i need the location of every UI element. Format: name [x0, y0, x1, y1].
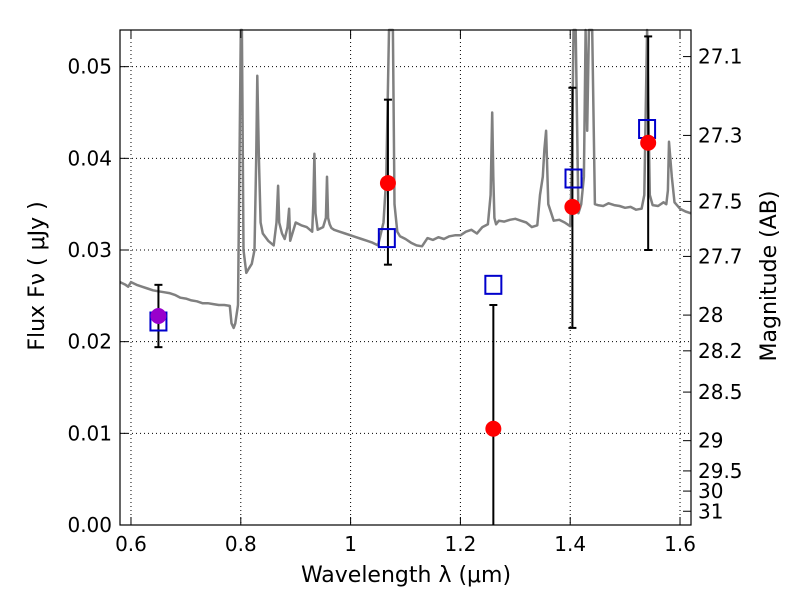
y-right-tick-label: 29.5	[698, 459, 743, 483]
y-axis-label: Flux Fν ( μJy )	[25, 201, 50, 350]
model-point	[564, 168, 583, 189]
y-right-tick-label: 31	[698, 499, 723, 523]
label-layer: Wavelength λ (μm) Flux Fν ( μJy ) Magnit…	[25, 191, 782, 588]
observed-point	[485, 420, 502, 437]
y-right-tick-label: 27.1	[698, 45, 743, 69]
y-tick-label: 0.05	[67, 55, 112, 79]
y-right-tick-label: 27.7	[698, 244, 743, 268]
y-tick-label: 0.04	[67, 146, 112, 170]
x-axis-label: Wavelength λ (μm)	[301, 563, 511, 588]
spectrum-line	[119, 28, 692, 330]
y-tick-label: 0.02	[67, 330, 112, 354]
y-right-tick-label: 28.5	[698, 380, 743, 404]
model-point	[377, 228, 396, 249]
y-right-tick-label: 29	[698, 429, 723, 453]
axis-layer: 0.6 0.8 1 1.2 1.4 1.6 0.00 0.01 0.02 0.03 0.04 0.05…	[67, 29, 743, 556]
observed-point	[379, 175, 396, 192]
x-tick-label: 1.4	[554, 532, 586, 556]
x-tick-label: 0.8	[225, 532, 257, 556]
spectrum-layer	[119, 28, 692, 330]
y-right-tick-label: 27.5	[698, 189, 743, 213]
observed-point	[564, 198, 581, 215]
y-tick-label: 0.00	[67, 513, 112, 537]
y-right-tick-label: 30	[698, 479, 723, 503]
x-tick-label: 1.2	[444, 532, 476, 556]
y-right-tick-label: 28.2	[698, 339, 743, 363]
x-tick-label: 1.6	[664, 532, 696, 556]
y-axis-right-label: Magnitude (AB)	[757, 191, 782, 362]
plot-frame	[119, 29, 692, 526]
observed-point	[150, 308, 167, 324]
observed-point	[640, 134, 657, 151]
model-point	[484, 274, 503, 295]
y-right-tick-label: 28	[698, 303, 723, 327]
obs-layer	[150, 134, 657, 437]
model-layer	[149, 119, 657, 332]
y-tick-label: 0.03	[67, 238, 112, 262]
x-tick-label: 1	[344, 532, 357, 556]
y-tick-label: 0.01	[67, 421, 112, 445]
grid-layer	[120, 30, 691, 526]
y-right-tick-label: 27.3	[698, 123, 743, 147]
x-tick-label: 0.6	[115, 532, 147, 556]
